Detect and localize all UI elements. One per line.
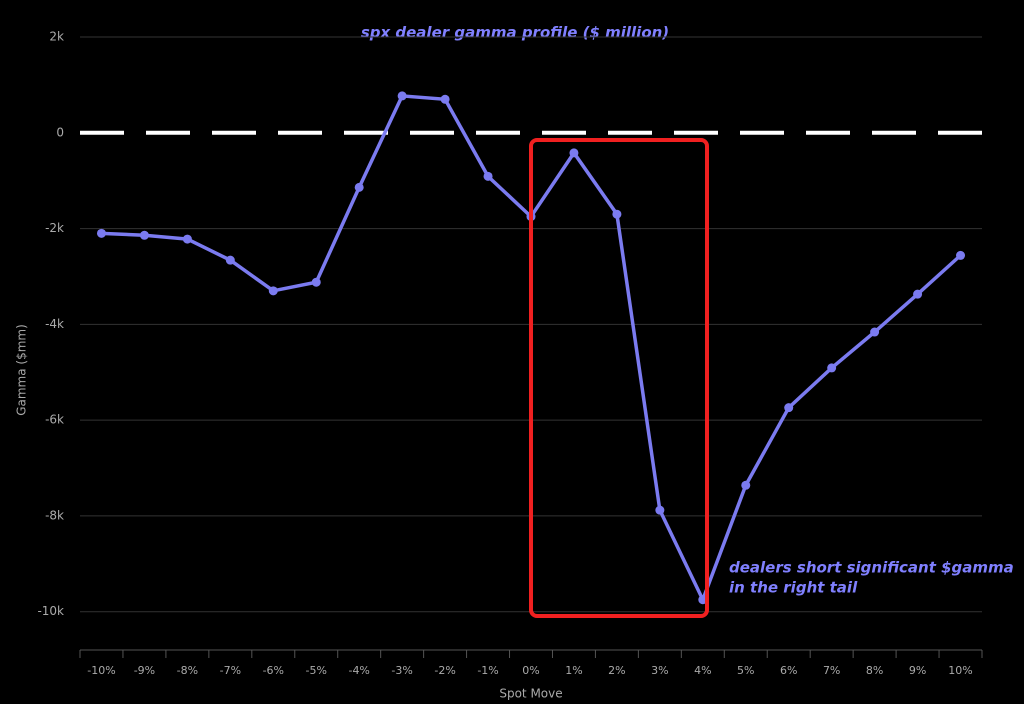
marker	[397, 91, 407, 101]
y-tick-label: -6k	[45, 413, 64, 427]
y-axis-label: Gamma ($mm)	[15, 324, 29, 416]
x-tick-label: -3%	[391, 664, 412, 677]
x-tick-label: 7%	[823, 664, 840, 677]
marker	[956, 250, 966, 260]
marker	[741, 480, 751, 490]
x-tick-label: -2%	[434, 664, 455, 677]
marker	[569, 148, 579, 158]
x-tick-label: -6%	[263, 664, 284, 677]
x-tick-label: 9%	[909, 664, 926, 677]
annotation: dealers short significant $gamma	[729, 559, 1014, 577]
x-tick-label: 2%	[608, 664, 625, 677]
marker	[913, 289, 923, 299]
x-tick-label: -10%	[87, 664, 115, 677]
y-tick-label: 0	[56, 125, 64, 139]
marker	[225, 255, 235, 265]
marker	[870, 327, 880, 337]
marker	[139, 230, 149, 240]
x-axis-label: Spot Move	[499, 687, 562, 701]
x-tick-label: 1%	[565, 664, 582, 677]
x-tick-label: 6%	[780, 664, 797, 677]
x-tick-label: -8%	[177, 664, 198, 677]
highlight-box	[529, 138, 709, 618]
y-tick-label: -4k	[45, 317, 64, 331]
chart-title: spx dealer gamma profile ($ million)	[361, 24, 669, 42]
x-tick-label: 4%	[694, 664, 711, 677]
x-tick-label: 0%	[522, 664, 539, 677]
marker	[96, 228, 106, 238]
y-tick-label: 2k	[49, 30, 64, 44]
y-tick-label: -8k	[45, 508, 64, 522]
marker	[784, 403, 794, 413]
y-tick-label: -10k	[37, 604, 64, 618]
x-tick-label: 10%	[948, 664, 972, 677]
marker	[182, 234, 192, 244]
marker	[827, 363, 837, 373]
x-tick-label: 3%	[651, 664, 668, 677]
marker	[354, 182, 364, 192]
marker	[268, 286, 278, 296]
marker	[612, 209, 622, 219]
annotation: in the right tail	[729, 579, 858, 597]
marker	[655, 505, 665, 515]
x-tick-label: -9%	[134, 664, 155, 677]
x-tick-label: -5%	[306, 664, 327, 677]
y-tick-label: -2k	[45, 221, 64, 235]
x-tick-label: 5%	[737, 664, 754, 677]
marker	[483, 171, 493, 181]
x-tick-label: -4%	[348, 664, 369, 677]
x-tick-label: 8%	[866, 664, 883, 677]
x-tick-label: -1%	[477, 664, 498, 677]
marker	[311, 277, 321, 287]
x-tick-label: -7%	[220, 664, 241, 677]
marker	[440, 94, 450, 104]
